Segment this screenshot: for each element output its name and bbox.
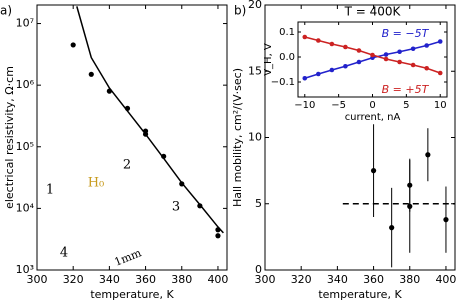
data-point bbox=[437, 70, 443, 76]
panel: −10 −5 0 5 10 −0.1 0.0 0.1 current, nA V_H, V T = … bbox=[263, 5, 448, 123]
data-point bbox=[383, 56, 389, 62]
data-point bbox=[424, 65, 429, 71]
y-tick-label: 10⁷ bbox=[16, 17, 34, 30]
x-tick-label: −10 bbox=[294, 100, 315, 111]
y-tick-label: 5 bbox=[255, 197, 262, 210]
data-point bbox=[397, 59, 402, 65]
x-tick-label: 320 bbox=[291, 273, 312, 286]
x-tick-label: −5 bbox=[331, 100, 346, 111]
x-tick-label: 380 bbox=[171, 273, 192, 286]
x-axis-label: temperature, K bbox=[90, 288, 174, 301]
x-tick-label: 0 bbox=[369, 100, 375, 111]
x-axis-label: current, nA bbox=[345, 112, 401, 123]
y-tick-label: 10 bbox=[248, 131, 262, 144]
y-axis-label: V_H, V bbox=[263, 43, 274, 76]
y-tick-label: 15 bbox=[248, 64, 262, 77]
y-tick-label: 0.0 bbox=[279, 52, 295, 63]
y-tick-label: 0 bbox=[255, 263, 262, 276]
annotation: 1 bbox=[46, 183, 54, 198]
x-tick-label: 300 bbox=[255, 273, 276, 286]
x-tick-label: 320 bbox=[63, 273, 84, 286]
data-point bbox=[437, 39, 443, 44]
annotation: 3 bbox=[172, 200, 180, 215]
data-point bbox=[302, 75, 308, 81]
y-axis-label: Hall mobility, cm²/(V·sec) bbox=[231, 68, 244, 207]
inset-title: T = 400K bbox=[344, 5, 402, 19]
data-point bbox=[316, 38, 321, 43]
x-tick-label: 400 bbox=[207, 273, 228, 286]
data-point bbox=[407, 203, 413, 209]
data-point bbox=[329, 67, 335, 73]
data-point bbox=[356, 48, 362, 53]
data-point bbox=[397, 49, 402, 55]
series-line bbox=[76, 6, 224, 234]
x-tick-label: 400 bbox=[435, 273, 456, 286]
x-tick-label: 360 bbox=[135, 273, 156, 286]
y-tick-label: 20 bbox=[248, 0, 262, 11]
y-tick-label: 10⁵ bbox=[16, 140, 34, 153]
x-tick-label: 5 bbox=[403, 100, 409, 111]
annotation: H₀ bbox=[88, 176, 105, 191]
y-tick-label: 10³ bbox=[16, 263, 34, 276]
data-point bbox=[389, 225, 395, 231]
data-point bbox=[343, 44, 348, 50]
data-point bbox=[383, 52, 389, 57]
y-tick-label: 10⁴ bbox=[16, 201, 35, 214]
data-point bbox=[424, 43, 429, 48]
data-point bbox=[70, 42, 76, 48]
x-tick-label: 340 bbox=[99, 273, 120, 286]
x-tick-label: 10 bbox=[434, 100, 447, 111]
x-tick-label: 300 bbox=[27, 273, 48, 286]
data-point bbox=[88, 71, 94, 77]
x-tick-label: 340 bbox=[327, 273, 348, 286]
plot-frame bbox=[36, 4, 228, 271]
panel-label: a) bbox=[0, 4, 12, 18]
data-point bbox=[370, 168, 377, 174]
y-tick-label: 0.1 bbox=[279, 27, 295, 38]
data-point bbox=[356, 59, 362, 65]
data-point bbox=[410, 46, 416, 52]
annotation: 2 bbox=[123, 158, 131, 173]
data-point bbox=[302, 34, 308, 40]
data-point bbox=[316, 71, 321, 77]
data-point bbox=[343, 63, 348, 69]
data-point bbox=[215, 233, 221, 239]
data-point bbox=[329, 41, 335, 47]
data-point bbox=[410, 62, 416, 68]
y-tick-label: −0.1 bbox=[271, 77, 295, 88]
series-label: B = −5T bbox=[382, 27, 430, 40]
annotation: 4 bbox=[60, 246, 68, 261]
y-tick-label: 10⁶ bbox=[16, 78, 35, 91]
y-axis-label: electrical resistivity, Ω·cm bbox=[3, 66, 16, 209]
panel: 300 320 340 360 380 400 10³ 10⁴ 10⁵ 10⁶ 10⁷ tempera… bbox=[0, 4, 228, 302]
panel-label: b) bbox=[234, 4, 246, 18]
data-point bbox=[370, 52, 375, 58]
data-point bbox=[443, 217, 449, 223]
series-label: B = +5T bbox=[382, 83, 430, 96]
x-axis-label: temperature, K bbox=[318, 288, 402, 301]
x-tick-label: 360 bbox=[363, 273, 384, 286]
x-tick-label: 380 bbox=[399, 273, 420, 286]
data-point bbox=[425, 152, 431, 158]
